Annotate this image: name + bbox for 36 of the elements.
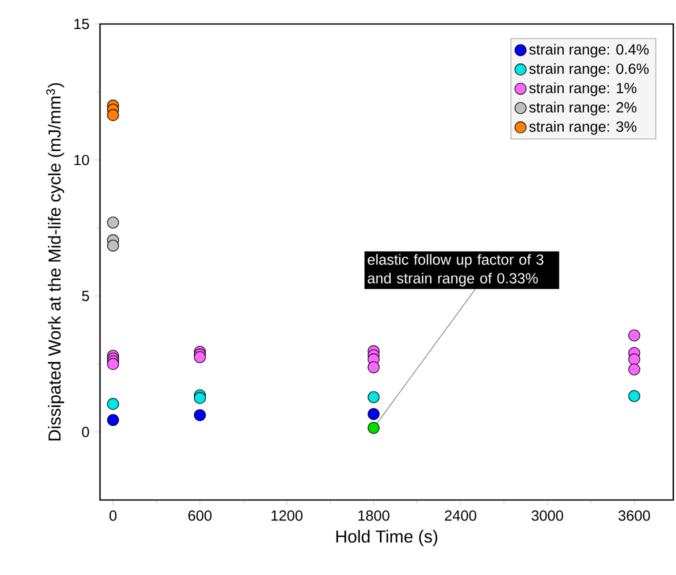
legend-label: strain range: 0.6%	[529, 63, 649, 77]
legend-label: strain range: 2%	[529, 102, 636, 116]
x-tick-label: 3600	[618, 510, 650, 521]
point	[107, 358, 119, 370]
x-tick-label: 1800	[358, 510, 390, 521]
legend-label: strain range: 0.4%	[529, 44, 649, 58]
point	[194, 409, 206, 422]
legend-label: strain range: 1%	[529, 82, 636, 96]
x-tick-label: 2400	[444, 510, 476, 521]
x-axis-title: Hold Time (s)	[336, 530, 438, 546]
point	[107, 240, 119, 252]
y-tick-label: 5	[82, 291, 89, 302]
point	[628, 354, 640, 366]
y-tick-label: 15	[74, 19, 89, 30]
legend-label: strain range: 3%	[529, 121, 636, 135]
point	[107, 398, 119, 410]
point	[368, 422, 380, 434]
x-tick-label: 3000	[532, 510, 564, 521]
y-axis-title: Dissipated Work at the Mid-life cycle (mJ/mm$^{3}$)	[46, 83, 64, 441]
point	[107, 414, 119, 426]
x-tick-label: 0	[110, 510, 117, 521]
x-tick-label: 600	[188, 510, 212, 521]
annotation: elastic follow up factor of 3 and strain range of 0.33%	[368, 254, 544, 287]
point	[628, 390, 640, 402]
point	[628, 330, 640, 342]
point	[107, 216, 119, 229]
x-tick-label: 1200	[272, 510, 302, 521]
point	[628, 364, 640, 376]
y-tick-label: 10	[74, 154, 90, 166]
point	[107, 109, 119, 122]
point	[194, 351, 206, 364]
point	[368, 391, 380, 404]
point	[368, 408, 380, 420]
point	[194, 392, 206, 404]
y-tick-label: 0	[82, 426, 90, 438]
point	[368, 361, 380, 374]
